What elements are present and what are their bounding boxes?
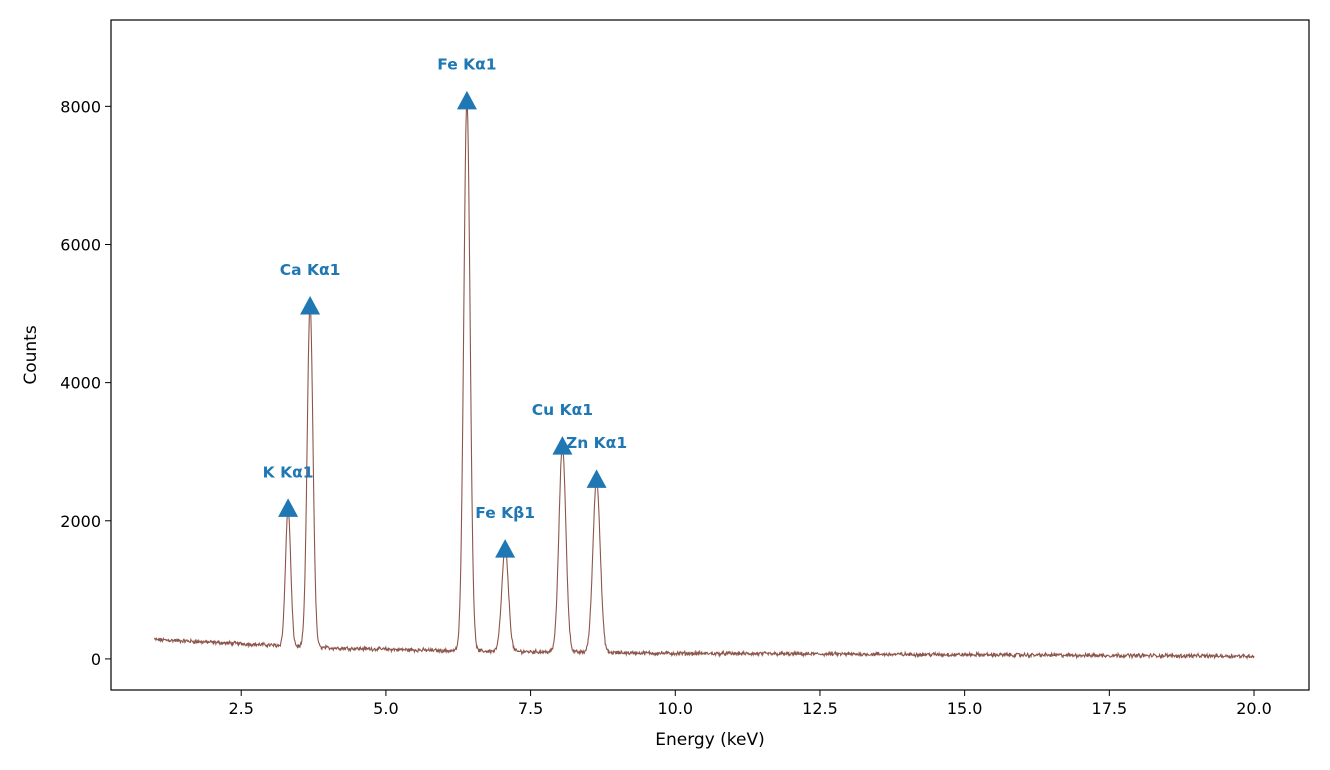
y-axis-label: Counts — [21, 325, 41, 384]
peak-label: Zn Kα1 — [566, 434, 627, 452]
peak-label: Cu Kα1 — [532, 401, 593, 419]
spectrum-line — [153, 103, 1255, 660]
x-tick-label: 17.5 — [1092, 699, 1128, 718]
x-tick-label: 10.0 — [657, 699, 693, 718]
x-tick-label: 15.0 — [947, 699, 983, 718]
x-axis-label: Energy (keV) — [655, 730, 765, 750]
y-tick-label: 4000 — [60, 374, 101, 393]
peak-label: Fe Kα1 — [437, 56, 496, 74]
peak-marker — [552, 436, 573, 455]
y-tick-label: 0 — [91, 650, 101, 669]
y-tick-label: 8000 — [60, 97, 101, 116]
x-tick-label: 7.5 — [518, 699, 543, 718]
peak-label: Ca Kα1 — [280, 261, 341, 279]
peak-label: Fe Kβ1 — [475, 504, 535, 522]
x-tick-label: 5.0 — [373, 699, 398, 718]
plot-frame — [110, 19, 1310, 691]
x-tick-label: 12.5 — [802, 699, 838, 718]
peak-marker — [456, 90, 477, 110]
peak-marker — [300, 295, 321, 315]
peak-label: K Kα1 — [263, 463, 314, 481]
x-tick-label: 2.5 — [228, 699, 253, 718]
y-tick-label: 2000 — [60, 512, 101, 531]
y-tick-label: 6000 — [60, 235, 101, 254]
peak-marker — [278, 498, 299, 517]
x-tick-label: 20.0 — [1236, 699, 1272, 718]
plot-area — [111, 20, 1309, 690]
peak-marker — [495, 539, 516, 558]
peak-marker — [586, 469, 607, 488]
